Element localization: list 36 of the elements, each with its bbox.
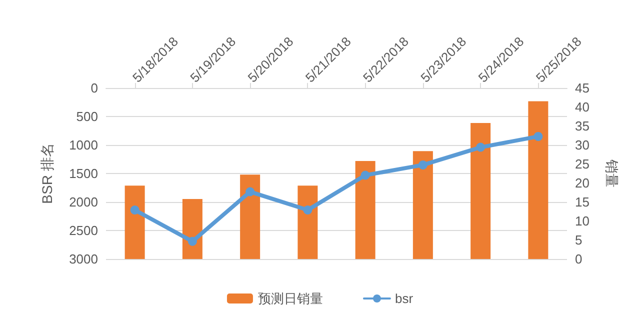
y2-axis-title: 销量: [604, 158, 620, 188]
y2-tick-label: 5: [575, 232, 582, 248]
y2-tick-label: 20: [575, 176, 590, 190]
y2-tick-label: 45: [575, 80, 590, 96]
point: [188, 236, 197, 246]
point: [360, 170, 370, 180]
y-tick-label: 3000: [69, 252, 98, 266]
point: [130, 205, 140, 214]
y2-tick-label: 40: [575, 100, 590, 114]
legend-label: bsr: [394, 291, 414, 306]
y2-tick-label: 10: [575, 214, 590, 228]
point: [303, 205, 312, 214]
legend-label: 预测日销量: [258, 291, 323, 306]
point: [418, 160, 428, 170]
point: [534, 132, 543, 141]
point: [476, 142, 486, 152]
y2-tick-label: 30: [575, 138, 590, 152]
y2-tick-label: 25: [575, 156, 590, 172]
bar: [412, 151, 433, 259]
y-tick-label: 500: [76, 109, 98, 124]
y-axis-title: BSR 排名: [39, 143, 55, 204]
y-tick-label: 2000: [69, 194, 98, 210]
bar: [355, 160, 376, 259]
y2-tick-label: 15: [575, 194, 590, 210]
bar: [298, 186, 318, 259]
point: [246, 187, 255, 196]
y-tick-label: 0: [90, 80, 98, 96]
bar: [470, 122, 491, 259]
y2-tick-label: 0: [575, 252, 582, 266]
y-tick-label: 2500: [69, 223, 98, 238]
bar: [124, 186, 145, 259]
y-tick-label: 1000: [69, 138, 98, 152]
bar: [528, 101, 548, 259]
bar: [240, 174, 260, 259]
y-tick-label: 1500: [69, 166, 98, 181]
y2-tick-label: 35: [575, 118, 590, 134]
